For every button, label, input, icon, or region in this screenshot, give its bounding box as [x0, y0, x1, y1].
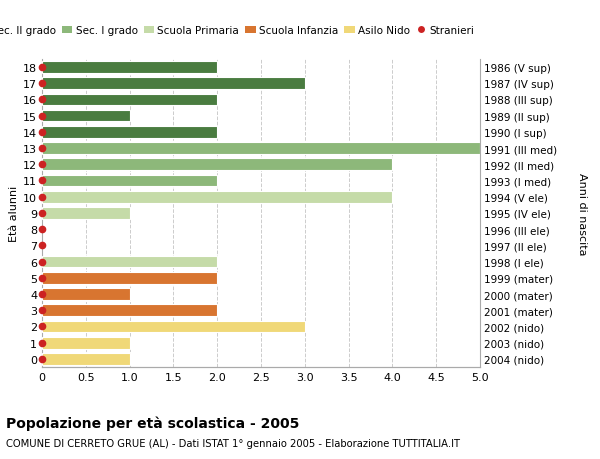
Bar	[42, 207, 130, 219]
Text: Popolazione per età scolastica - 2005: Popolazione per età scolastica - 2005	[6, 415, 299, 430]
Bar	[42, 289, 130, 300]
Bar	[42, 321, 305, 333]
Legend: Sec. II grado, Sec. I grado, Scuola Primaria, Scuola Infanzia, Asilo Nido, Stran: Sec. II grado, Sec. I grado, Scuola Prim…	[0, 22, 479, 40]
Bar	[42, 94, 217, 106]
Bar	[42, 159, 392, 171]
Bar	[42, 272, 217, 284]
Bar	[42, 127, 217, 138]
Bar	[42, 337, 130, 349]
Y-axis label: Anni di nascita: Anni di nascita	[577, 172, 587, 255]
Bar	[42, 305, 217, 316]
Bar	[42, 62, 217, 73]
Bar	[42, 353, 130, 365]
Bar	[42, 191, 392, 203]
Text: COMUNE DI CERRETO GRUE (AL) - Dati ISTAT 1° gennaio 2005 - Elaborazione TUTTITAL: COMUNE DI CERRETO GRUE (AL) - Dati ISTAT…	[6, 438, 460, 448]
Bar	[42, 143, 480, 155]
Y-axis label: Età alunni: Età alunni	[9, 185, 19, 241]
Bar	[42, 256, 217, 268]
Bar	[42, 78, 305, 90]
Bar	[42, 175, 217, 187]
Bar	[42, 111, 130, 122]
